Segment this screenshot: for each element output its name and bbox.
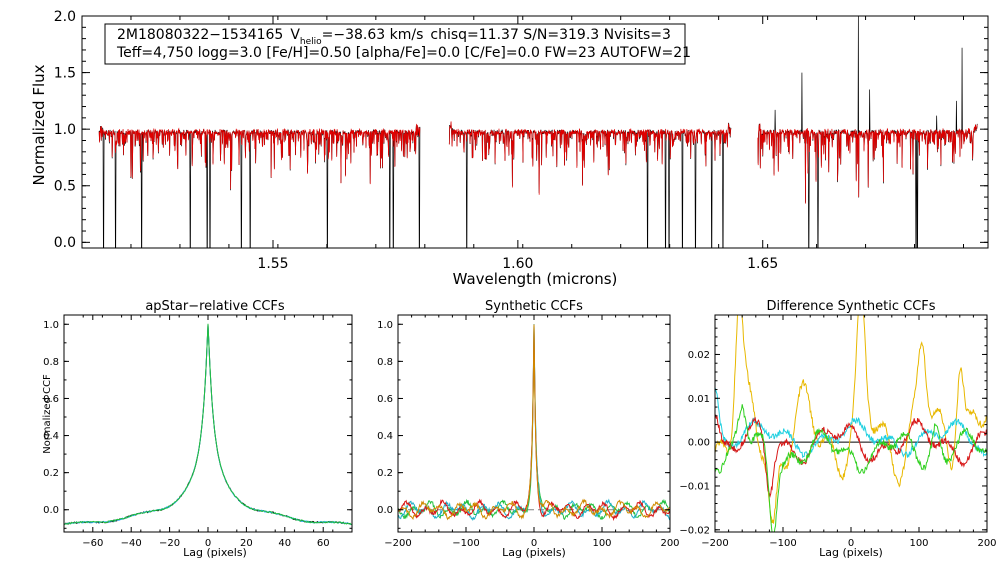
x-tick-label: −200 [384,538,411,549]
apstar-ccf-series-2 [64,324,352,526]
apstar-ccf-x-axis-label: Lag (pixels) [183,546,247,559]
y-tick-label: 0.2 [377,468,393,479]
x-tick-label: 40 [278,538,291,549]
y-tick-label: 0.6 [377,394,393,405]
axes-frame [63,314,353,533]
apstar-ccf-series-1 [64,324,352,526]
y-tick-label: 1.0 [43,320,59,331]
y-tick-label: 1.5 [54,65,76,81]
y-tick-label: 0.0 [43,505,59,516]
synthetic-ccf-panel: Synthetic CCFs Lag (pixels) −200 −100 0 100… [377,299,679,559]
x-tick-label: −100 [452,538,479,549]
apstar-ccf-series-3 [64,323,352,526]
spectrum-synthetic-chip-3 [757,123,978,204]
plot-area [715,315,987,532]
y-tick-label: 0.0 [54,235,76,251]
y-tick-label: −0.01 [679,481,710,492]
y-tick-label: 0.0 [377,505,393,516]
y-tick-label: 0.4 [43,431,59,442]
x-tick-label: −60 [82,538,103,549]
annotation-line-1: 2M18080322−1534165 Vhelio=−38.63 km/s chis… [117,27,671,47]
difference-ccf-series-4 [715,404,987,532]
plot-area [64,323,352,526]
x-tick-label: −100 [769,538,796,549]
y-tick-label: 0.8 [43,357,59,368]
y-tick-label: −0.02 [679,525,710,536]
synthetic-ccf-series-4 [398,324,670,521]
difference-ccf-panel: Difference Synthetic CCFs Lag (pixels) −… [679,299,996,559]
x-tick-label: 1.55 [257,256,288,272]
x-tick-label: 20 [240,538,253,549]
y-tick-label: 0.02 [688,350,710,361]
y-tick-label: 0.00 [688,438,710,449]
difference-ccf-title: Difference Synthetic CCFs [766,299,935,314]
annotation-star-id: 2M18080322−1534165 [117,27,283,43]
synthetic-ccf-series-2 [398,324,670,522]
x-tick-label: 1.65 [747,256,778,272]
x-tick-label: −200 [701,538,728,549]
difference-ccf-series-3 [715,414,987,498]
x-tick-label: 200 [977,538,996,549]
plot-area [398,324,670,522]
spectrum-panel: Normalized Flux Wavelength (microns) 1.5… [30,9,989,288]
x-tick-label: 60 [317,538,330,549]
difference-ccf-x-axis-label: Lag (pixels) [819,546,883,559]
x-tick-label: −40 [121,538,142,549]
y-tick-label: 0.8 [377,357,393,368]
y-tick-label: 0.6 [43,394,59,405]
x-tick-label: 200 [660,538,679,549]
spectrum-y-axis-label: Normalized Flux [30,64,48,185]
spectrum-synthetic-chip-2 [448,121,732,195]
x-tick-label: 0 [205,538,211,549]
y-tick-label: 0.2 [43,468,59,479]
axes-frame [81,15,989,249]
annotation-line-2: Teff=4,750 logg=3.0 [Fe/H]=0.50 [alpha/F… [116,45,691,61]
apstar-ccf-y-axis-label: Normalized CCF [42,374,53,454]
apstar-ccf-title: apStar−relative CCFs [145,299,285,314]
y-tick-label: 0.5 [54,179,76,195]
x-tick-label: 1.60 [502,256,533,272]
apstar-ccf-panel: apStar−relative CCFs Normalized CCF Lag … [42,299,353,559]
annotation-fit-stats: chisq=11.37 S/N=319.3 Nvisits=3 [430,27,671,43]
y-tick-label: 1.0 [54,122,76,138]
x-tick-label: 0 [531,538,537,549]
x-tick-label: 0 [848,538,854,549]
y-tick-label: 1.0 [377,320,393,331]
synthetic-ccf-series-1 [398,324,670,520]
y-tick-label: 0.01 [688,394,710,405]
x-tick-label: 100 [909,538,928,549]
synthetic-ccf-x-axis-label: Lag (pixels) [502,546,566,559]
plot-area [98,16,978,248]
y-tick-label: 2.0 [54,9,76,25]
x-tick-label: −20 [159,538,180,549]
spectrum-synthetic-chip-1 [98,123,421,189]
annotation-vhelio-subscript: helio [300,37,322,47]
difference-ccf-series-1 [715,315,987,524]
spectrum-x-axis-label: Wavelength (microns) [453,270,618,288]
x-tick-label: 100 [592,538,611,549]
annotation-vhelio-value: =−38.63 km/s [322,27,424,43]
spectrum-annotation-box: 2M18080322−1534165 Vhelio=−38.63 km/s chis… [104,23,691,65]
y-tick-label: 0.4 [377,431,393,442]
annotation-vhelio-label: V [290,27,300,43]
synthetic-ccf-title: Synthetic CCFs [485,299,583,314]
